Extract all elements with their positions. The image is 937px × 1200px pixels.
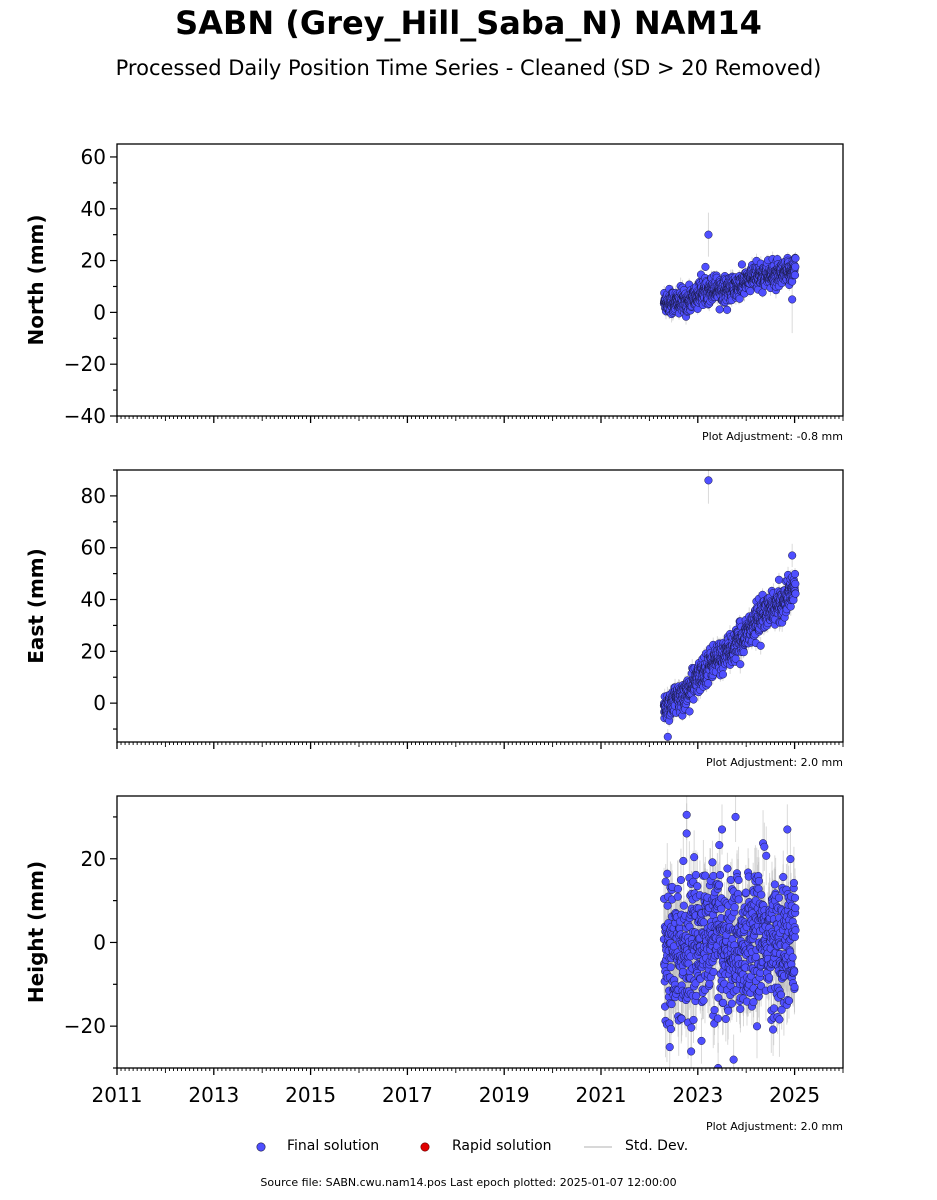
data-point [715,880,724,889]
data-point [791,262,800,271]
data-point [736,660,745,669]
data-point [693,882,702,891]
y-tick-label: 60 [81,145,106,169]
y-tick-label: 0 [93,300,106,324]
data-point [715,841,724,850]
data-point [723,864,732,873]
data-point [679,901,688,910]
data-points [659,470,800,742]
data-point [739,648,748,657]
data-point [676,875,685,885]
data-point [677,1014,686,1023]
data-point [687,1023,696,1032]
panel-0: −40 −20 0 20 40 60 North (mm) Plot Adjustment: … [24,143,844,443]
data-point [666,963,675,972]
data-point [788,295,797,304]
data-point [737,260,746,269]
data-points [659,796,800,1068]
data-point [710,1005,719,1015]
data-point [685,707,694,716]
data-point [663,869,672,878]
data-point [791,254,800,263]
data-point [661,877,670,886]
y-tick-label: 60 [81,536,106,560]
y-tick-label: 80 [81,484,106,508]
data-point [690,853,699,862]
data-point [756,641,765,650]
data-point [704,230,713,239]
plot-adjustment-note: Plot Adjustment: 2.0 mm [706,756,843,769]
data-point [716,870,725,880]
data-point [701,262,710,271]
data-point [790,271,800,280]
data-point [788,551,797,560]
data-point [724,1006,733,1015]
data-point [708,858,717,867]
y-tick-label: 20 [81,639,106,663]
data-point [705,979,714,988]
axes-frame [116,469,844,743]
panel-1: 0 20 40 60 80 East (mm) Plot Adjustment: 2.0 m… [24,469,844,769]
data-point [673,892,682,901]
data-point [704,679,713,688]
data-point [723,305,732,314]
data-point [663,732,672,741]
data-point [701,871,710,880]
data-point [791,589,800,598]
data-point [673,884,682,894]
data-point [717,904,726,913]
data-point [709,871,718,881]
data-point [718,670,728,679]
y-tick-label: 40 [81,588,106,612]
data-point [682,829,691,838]
data-point [721,1014,730,1024]
data-point [689,1015,698,1024]
data-point [790,569,800,579]
data-point [715,305,724,314]
data-point [699,996,708,1005]
y-tick-label: 20 [81,249,106,273]
data-point [697,1036,706,1045]
y-axis-label: North (mm) [24,214,48,345]
data-point [709,967,718,977]
chart-title: SABN (Grey_Hill_Saba_N) NAM14 [175,4,762,42]
data-point [704,476,713,485]
y-tick-label: −20 [64,352,106,376]
data-point [687,1047,696,1056]
data-point [727,999,736,1008]
data-point [666,1025,675,1034]
y-tick-label: −40 [64,404,106,428]
data-point [719,998,728,1007]
data-point [692,991,701,1000]
plot-adjustment-note: Plot Adjustment: -0.8 mm [702,430,843,443]
data-point [746,287,755,296]
data-point [774,575,784,584]
data-point [691,870,700,879]
y-tick-label: 40 [81,197,106,221]
chart-subtitle: Processed Daily Position Time Series - C… [115,56,822,80]
y-tick-label: 0 [93,691,106,715]
data-point [663,901,672,910]
data-point [678,967,688,976]
data-points [659,212,800,334]
data-point [791,579,800,588]
data-point [689,695,698,704]
data-point [667,1000,676,1009]
y-axis-label: East (mm) [24,548,48,664]
data-point [679,856,688,865]
data-point [713,1014,723,1023]
data-point [758,288,767,297]
